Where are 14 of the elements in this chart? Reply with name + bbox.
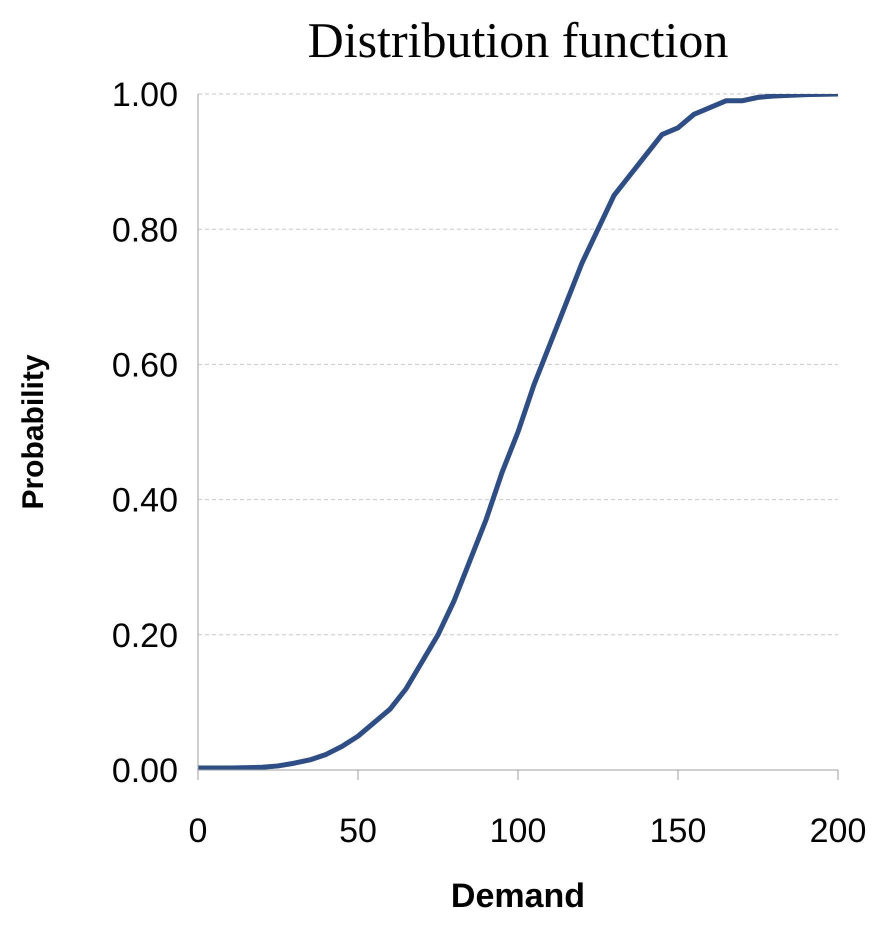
x-axis-title: Demand <box>450 876 586 915</box>
y-tick-label: 0.40 <box>112 482 178 520</box>
x-tick-label: 0 <box>188 812 208 850</box>
x-tick-label: 200 <box>810 812 866 850</box>
x-tick-label: 100 <box>490 812 546 850</box>
y-tick-label: 0.20 <box>112 616 178 655</box>
y-tick-label: 0.80 <box>112 211 178 250</box>
x-tick-label: 50 <box>339 812 377 850</box>
y-tick-label: 1.00 <box>112 76 178 114</box>
chart-title: Distribution function <box>306 11 730 70</box>
x-tick-label: 150 <box>650 812 706 850</box>
y-tick-label: 0.60 <box>112 346 178 384</box>
y-tick-label: 0.00 <box>112 752 178 790</box>
y-axis-title: Probability <box>16 354 50 510</box>
